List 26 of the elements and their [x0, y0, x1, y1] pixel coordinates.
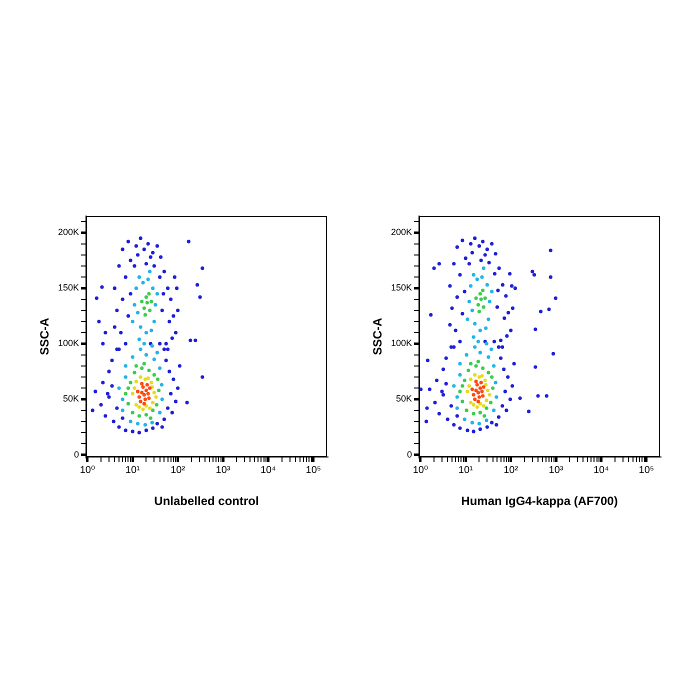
y-tick-label: 150K [390, 282, 412, 293]
y-tick-label: 200K [58, 227, 79, 238]
x-tick-label: 10³ [216, 464, 231, 476]
y-axis-title: SSC-A [38, 318, 52, 356]
y-tick-label: 0 [406, 449, 412, 460]
y-tick-label: 150K [58, 282, 79, 293]
x-tick-label: 10⁰ [80, 464, 95, 476]
x-tick-label: 10⁵ [306, 464, 322, 476]
x-tick-label: 10² [504, 464, 519, 476]
x-axis-title: Human IgG4-kappa (AF700) [461, 494, 618, 508]
x-axis-title: Unlabelled control [154, 494, 259, 508]
y-tick-label: 50K [396, 394, 412, 404]
x-tick-label: 10⁴ [593, 464, 609, 476]
x-tick-label: 10³ [548, 464, 564, 476]
x-tick-label: 10¹ [125, 464, 141, 476]
x-tick-label: 10⁵ [638, 464, 654, 476]
y-tick-label: 100K [58, 338, 79, 348]
x-tick-label: 10¹ [458, 464, 474, 476]
y-tick-label: 50K [62, 394, 79, 404]
y-tick-label: 100K [390, 338, 412, 348]
y-tick-label: 0 [74, 449, 79, 460]
y-tick-label: 200K [390, 227, 412, 238]
x-tick-label: 10⁴ [260, 464, 276, 476]
y-axis-title: SSC-A [370, 318, 385, 356]
x-tick-label: 10⁰ [412, 464, 428, 476]
x-tick-label: 10² [170, 464, 186, 476]
